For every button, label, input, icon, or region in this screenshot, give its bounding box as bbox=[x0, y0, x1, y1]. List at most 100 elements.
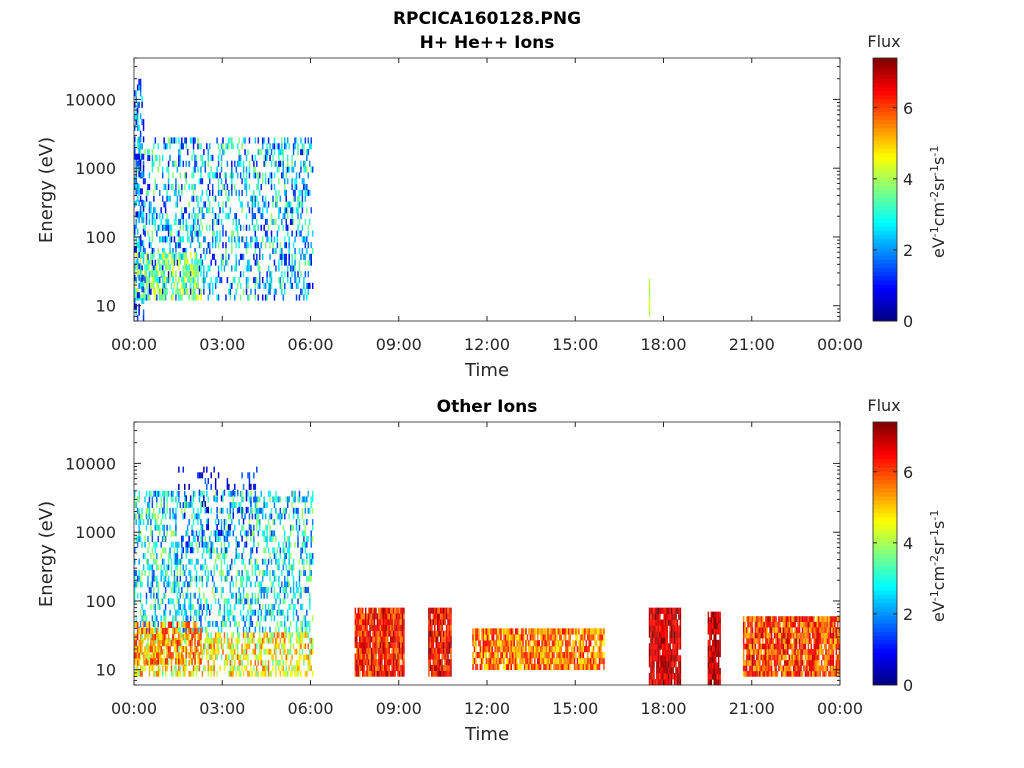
spectrogram-cell bbox=[354, 642, 357, 649]
spectrogram-cell bbox=[273, 530, 276, 537]
spectrogram-cell bbox=[151, 564, 154, 571]
spectrogram-cell bbox=[169, 513, 171, 520]
spectrogram-cell bbox=[489, 657, 492, 665]
spectrogram-cell bbox=[376, 659, 379, 666]
spectrogram-cell bbox=[189, 627, 192, 635]
spectrogram-cell bbox=[663, 607, 665, 614]
spectrogram-cell bbox=[134, 143, 136, 150]
spectrogram-cell bbox=[304, 496, 307, 503]
spectrogram-cell bbox=[291, 502, 293, 509]
spectrogram-cell bbox=[372, 642, 374, 649]
spectrogram-cell bbox=[560, 640, 563, 647]
spectrogram-cell bbox=[562, 652, 564, 659]
spectrogram-cell bbox=[185, 172, 187, 179]
spectrogram-cell bbox=[309, 160, 311, 167]
spectrogram-cell bbox=[250, 529, 252, 536]
spectrogram-cell bbox=[239, 201, 242, 208]
spectrogram-cell bbox=[245, 265, 248, 272]
spectrogram-cell bbox=[161, 270, 164, 277]
spectrogram-cell bbox=[603, 634, 605, 641]
spectrogram-cell bbox=[276, 621, 279, 627]
spectrogram-cell bbox=[364, 659, 367, 666]
spectrogram-cell bbox=[294, 160, 296, 167]
spectrogram-cell bbox=[153, 247, 155, 255]
spectrogram-cell bbox=[201, 581, 204, 588]
spectrogram-cell bbox=[250, 553, 252, 560]
spectrogram-cell bbox=[276, 558, 279, 565]
spectrogram-cell bbox=[194, 294, 196, 301]
spectrogram-cell bbox=[570, 646, 573, 653]
spectrogram-cell bbox=[251, 547, 254, 554]
spectrogram-cell bbox=[188, 541, 190, 548]
spectrogram-cell bbox=[222, 643, 224, 650]
spectrogram-cell bbox=[550, 646, 552, 653]
spectrogram-cell bbox=[503, 652, 505, 659]
spectrogram-cell bbox=[438, 613, 440, 620]
spectrogram-cell bbox=[189, 501, 192, 508]
spectrogram-cell bbox=[216, 236, 218, 243]
spectrogram-cell bbox=[261, 637, 264, 644]
spectrogram-cell bbox=[250, 490, 252, 497]
spectrogram-cell bbox=[663, 679, 665, 686]
spectrogram-cell bbox=[154, 259, 157, 266]
spectrogram-cell bbox=[562, 640, 564, 647]
spectrogram-cell bbox=[278, 224, 280, 231]
spectrogram-cell bbox=[231, 172, 233, 179]
spectrogram-cell bbox=[582, 646, 585, 653]
spectrogram-cell bbox=[651, 625, 654, 632]
spectrogram-cell bbox=[447, 670, 449, 677]
spectrogram-cell bbox=[292, 558, 295, 565]
spectrogram-cell bbox=[572, 646, 574, 653]
spectrogram-cell bbox=[500, 634, 502, 641]
spectrogram-cell bbox=[392, 624, 395, 631]
spectrogram-cell bbox=[147, 575, 149, 582]
spectrogram-cell bbox=[376, 647, 379, 654]
spectrogram-cell bbox=[444, 613, 446, 620]
spectrogram-cell bbox=[391, 607, 393, 614]
spectrogram-cell bbox=[141, 101, 143, 108]
spectrogram-cell bbox=[523, 634, 526, 641]
spectrogram-cell bbox=[297, 282, 299, 289]
spectrogram-cell bbox=[666, 619, 668, 626]
spectrogram-cell bbox=[178, 276, 180, 283]
spectrogram-cell bbox=[285, 553, 287, 560]
colorbar-swatch bbox=[873, 111, 897, 116]
spectrogram-cell bbox=[266, 541, 268, 548]
spectrogram-cell bbox=[220, 519, 223, 526]
spectrogram-cell bbox=[438, 647, 440, 654]
spectrogram-cell bbox=[431, 607, 433, 614]
spectrogram-cell bbox=[361, 642, 364, 649]
spectrogram-cell bbox=[489, 646, 492, 653]
spectrogram-cell bbox=[266, 570, 268, 576]
spectrogram-cell bbox=[264, 626, 267, 633]
spectrogram-cell bbox=[182, 513, 185, 520]
spectrogram-cell bbox=[159, 277, 161, 284]
spectrogram-cell bbox=[670, 607, 673, 614]
spectrogram-cell bbox=[147, 264, 149, 271]
spectrogram-cell bbox=[537, 646, 539, 653]
spectrogram-cell bbox=[584, 634, 586, 641]
spectrogram-cell bbox=[153, 575, 155, 582]
spectrogram-cell bbox=[154, 547, 157, 554]
spectrogram-cell bbox=[392, 642, 395, 649]
spectrogram-cell bbox=[201, 670, 204, 677]
spectrogram-cell bbox=[600, 657, 602, 665]
spectrogram-cell bbox=[279, 621, 282, 627]
spectrogram-cell bbox=[295, 648, 298, 655]
spectrogram-cell bbox=[167, 621, 170, 629]
spectrogram-cell bbox=[551, 657, 554, 665]
spectrogram-cell bbox=[189, 271, 192, 278]
spectrogram-cell bbox=[397, 670, 399, 677]
spectrogram-cell bbox=[203, 201, 205, 208]
spectrogram-cell bbox=[264, 570, 267, 576]
spectrogram-cell bbox=[144, 201, 146, 208]
spectrogram-cell bbox=[154, 633, 157, 641]
y-tick-label: 1000 bbox=[75, 159, 116, 178]
spectrogram-cell bbox=[394, 647, 396, 654]
spectrogram-cell bbox=[294, 247, 296, 255]
spectrogram-cell bbox=[178, 288, 180, 295]
spectrogram-cell bbox=[234, 502, 236, 509]
colorbar-swatch bbox=[873, 103, 897, 108]
spectrogram-cell bbox=[273, 570, 276, 576]
spectrogram-cell bbox=[478, 628, 480, 635]
